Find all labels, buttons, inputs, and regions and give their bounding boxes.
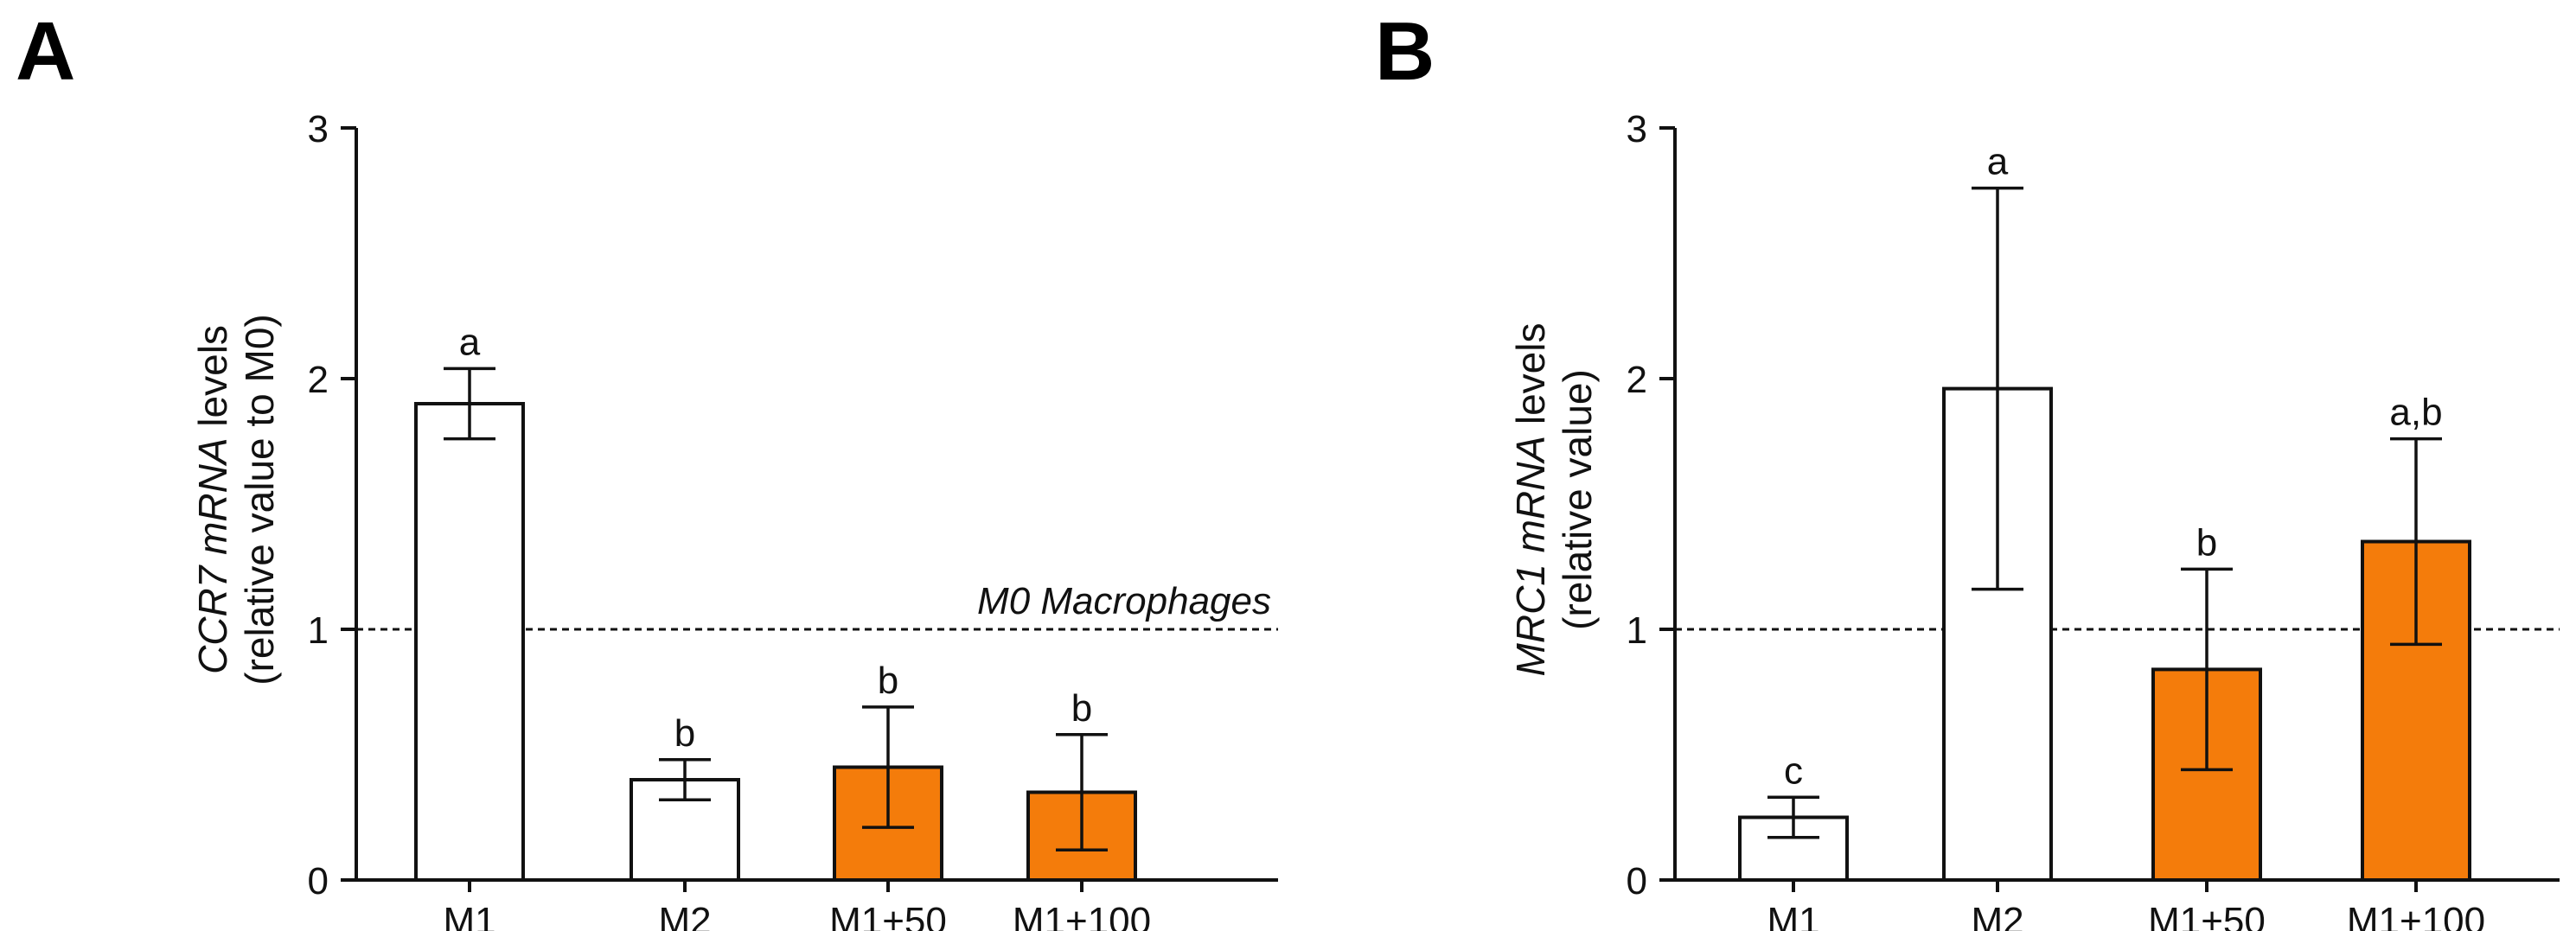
bar-m1 xyxy=(414,402,525,882)
y-tick-label: 3 xyxy=(308,108,329,150)
x-tick-label: M1+50 xyxy=(2148,900,2266,931)
y-tick-label: 2 xyxy=(308,359,329,401)
panel-letter-a: A xyxy=(16,5,75,98)
significance-label: b xyxy=(2196,521,2217,564)
marks-b: c M1 a M2 b M1+50 a,b M1+100 0 1 2 3 xyxy=(1627,108,2560,931)
panel-letter-b: B xyxy=(1375,5,1435,98)
significance-label: a xyxy=(459,321,481,363)
y-tick-label: 2 xyxy=(1627,359,1647,401)
significance-label: b xyxy=(1071,687,1092,730)
x-tick-label: M1+100 xyxy=(1013,900,1151,931)
y-tick-label: 1 xyxy=(1627,609,1647,652)
y-axis-label-a: CCR7 mRNA levels xyxy=(190,325,235,674)
x-tick-label: M1 xyxy=(1767,900,1819,931)
y-tick-label: 0 xyxy=(1627,860,1647,902)
marks-a: a M1 b M2 b M1+50 b M1+100 0 1 2 3 xyxy=(308,108,1278,931)
panel-a: A CCR7 mRNA levels (relative value to M0… xyxy=(16,5,1278,931)
significance-label: a,b xyxy=(2389,392,2442,434)
x-tick-label: M1 xyxy=(443,900,495,931)
significance-label: a xyxy=(1987,141,2009,183)
x-tick-label: M1+100 xyxy=(2347,900,2485,931)
y-axis-label-b: MRC1 mRNA levels xyxy=(1508,323,1553,677)
y-axis-label-a-line2: (relative value to M0) xyxy=(237,314,282,685)
y-axis-label-b-line2: (relative value) xyxy=(1555,369,1600,630)
x-tick-label: M2 xyxy=(658,900,711,931)
significance-label: c xyxy=(1784,749,1803,792)
panel-b: B MRC1 mRNA levels (relative value) c M1 a… xyxy=(1375,5,2560,931)
significance-label: b xyxy=(878,660,898,702)
significance-label: b xyxy=(674,712,695,755)
y-tick-label: 1 xyxy=(308,609,329,652)
x-tick-label: M2 xyxy=(1971,900,2023,931)
x-tick-label: M1+50 xyxy=(829,900,947,931)
y-tick-label: 0 xyxy=(308,860,329,902)
reference-line-label: M0 Macrophages xyxy=(977,580,1271,622)
y-tick-label: 3 xyxy=(1627,108,1647,150)
